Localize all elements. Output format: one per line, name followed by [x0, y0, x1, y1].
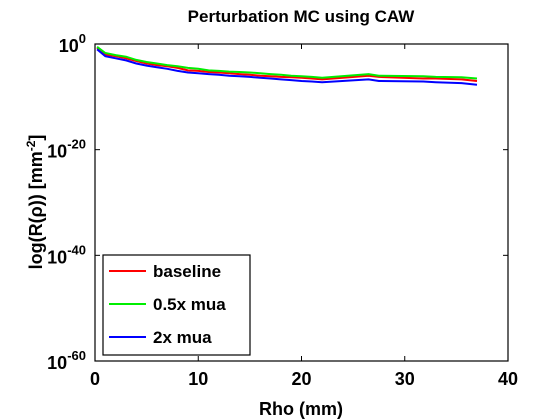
x-axis-label: Rho (mm): [259, 399, 343, 419]
y-tick-base: 10: [59, 36, 79, 56]
y-tick-exponent: -60: [67, 348, 86, 363]
legend-label-2: 2x mua: [153, 328, 212, 347]
legend-label-1: 0.5x mua: [153, 295, 226, 314]
y-tick-exponent: 0: [79, 31, 86, 46]
x-tick-label: 30: [395, 369, 415, 389]
legend-label-0: baseline: [153, 262, 221, 281]
y-tick-label: 10-20: [47, 137, 86, 162]
x-tick-labels: 0 10 20 30 40: [90, 369, 518, 389]
series-line-0: [96, 46, 478, 82]
x-tick-label: 10: [188, 369, 208, 389]
y-tick-label: 10-60: [47, 348, 86, 373]
y-axis-label-sup: -2: [24, 140, 38, 151]
series-group: [96, 46, 478, 86]
ticks-group: [94, 43, 509, 362]
y-tick-base: 10: [47, 247, 67, 267]
x-tick-label: 40: [498, 369, 518, 389]
y-tick-label: 10-40: [47, 242, 86, 267]
y-axis-label-close: ]: [26, 135, 46, 141]
x-tick-label: 0: [90, 369, 100, 389]
series-line-1: [96, 46, 478, 80]
series-line-2: [96, 48, 478, 86]
y-tick-exponent: -40: [67, 242, 86, 257]
y-tick-base: 10: [47, 353, 67, 373]
legend: baseline 0.5x mua 2x mua: [102, 254, 251, 356]
y-axis-label: log(R(ρ)) [mm-2]: [24, 135, 46, 270]
x-tick-label: 20: [291, 369, 311, 389]
chart-title: Perturbation MC using CAW: [188, 7, 416, 26]
y-tick-exponent: -20: [67, 137, 86, 152]
y-axis-label-main: log(R(ρ)) [mm: [26, 151, 46, 269]
y-tick-base: 10: [47, 142, 67, 162]
y-tick-label: 100: [59, 31, 86, 56]
